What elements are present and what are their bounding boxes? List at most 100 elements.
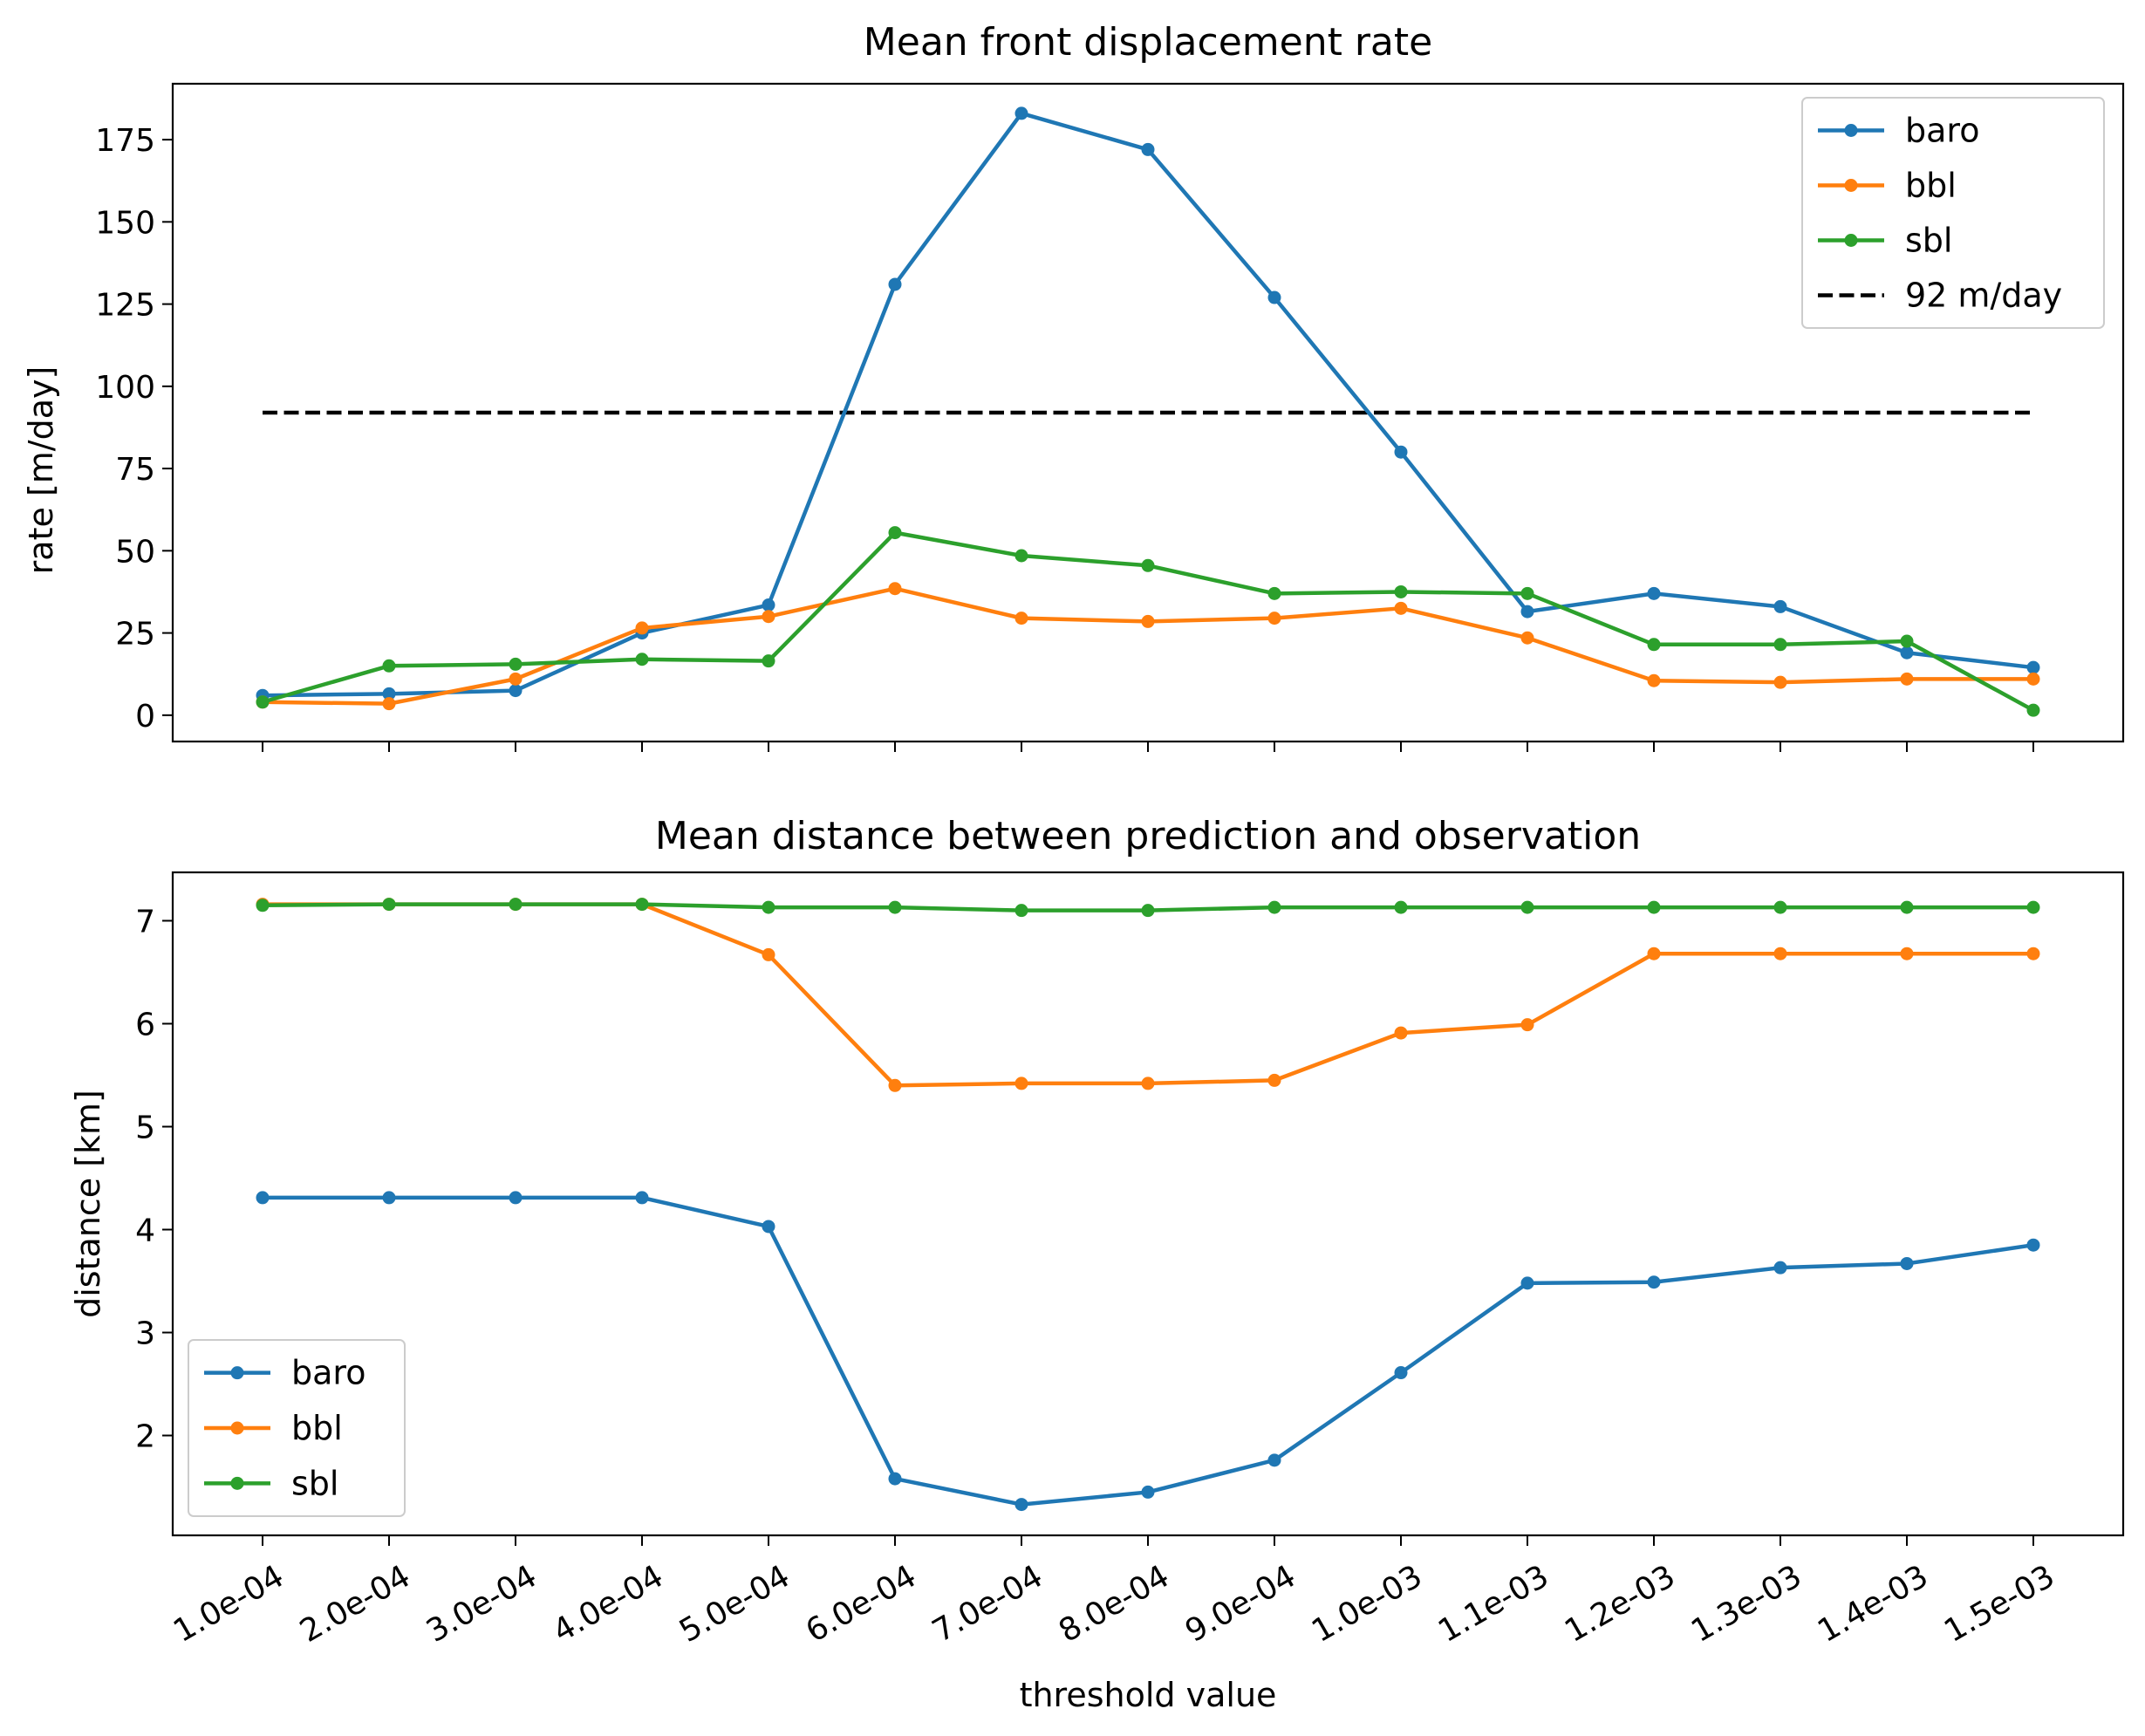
- rate-data-point-sbl: [1647, 638, 1661, 652]
- distance-ytick-label: 5: [135, 1110, 155, 1145]
- distance-data-point-sbl: [1900, 900, 1914, 914]
- distance-data-point-sbl: [509, 898, 523, 912]
- rate-data-point-sbl: [1141, 558, 1155, 572]
- rate-legend: baro bbl sbl 92 m/day: [1801, 97, 2105, 329]
- distance-data-point-sbl: [382, 898, 396, 912]
- rate-legend-label-92-m-day: 92 m/day: [1905, 277, 2062, 315]
- distance-data-point-baro: [256, 1191, 270, 1205]
- distance-data-point-baro: [1014, 1498, 1028, 1512]
- distance-ytick-label: 3: [135, 1316, 155, 1352]
- rate-data-point-bbl: [382, 697, 396, 711]
- rate-data-point-sbl: [256, 695, 270, 709]
- distance-data-point-sbl: [1520, 900, 1534, 914]
- rate-data-point-baro: [1900, 646, 1914, 660]
- distance-data-point-baro: [1141, 1485, 1155, 1499]
- rate-data-point-sbl: [1014, 549, 1028, 563]
- distance-data-point-baro: [1900, 1256, 1914, 1270]
- rate-ticks: 0 25 50 75 100 125 150 175: [95, 123, 2034, 752]
- distance-legend-box: [188, 1339, 406, 1517]
- distance-data-point-sbl: [256, 899, 270, 912]
- distance-data-point-sbl: [1267, 900, 1281, 914]
- distance-data-point-baro: [382, 1191, 396, 1205]
- distance-axes-frame: [171, 871, 2125, 1537]
- rate-data-point-bbl: [1773, 675, 1787, 689]
- rate-data-point-bbl: [1647, 673, 1661, 687]
- rate-data-point-sbl: [2026, 703, 2040, 717]
- rate-data-point-baro: [382, 687, 396, 701]
- rate-data-point-bbl: [1141, 614, 1155, 628]
- rate-legend-marker-baro: [1844, 124, 1858, 137]
- distance-data-point-bbl: [1900, 947, 1914, 960]
- rate-data-point-sbl: [1267, 586, 1281, 600]
- distance-data-point-sbl: [1394, 900, 1408, 914]
- rate-data-point-bbl: [1900, 672, 1914, 686]
- distance-ytick-label: 6: [135, 1007, 155, 1042]
- rate-ytick-label: 50: [115, 534, 155, 570]
- rate-data-point-baro: [1394, 445, 1408, 459]
- rate-data-point-baro: [1773, 599, 1787, 613]
- distance-data-point-baro: [635, 1191, 649, 1205]
- rate-data-point-sbl: [1394, 584, 1408, 598]
- distance-data-point-sbl: [1773, 900, 1787, 914]
- distance-data-point-bbl: [1773, 947, 1787, 960]
- rate-data-point-bbl: [509, 672, 523, 686]
- distance-data-point-sbl: [762, 900, 775, 914]
- distance-legend: baro bbl sbl: [188, 1339, 406, 1517]
- rate-legend-label-bbl: bbl: [1905, 167, 1957, 205]
- rate-data-point-bbl: [762, 610, 775, 624]
- rate-data-point-sbl: [888, 526, 902, 540]
- rate-axes-frame: [171, 82, 2125, 743]
- rate-y-axis-label: rate [m/day]: [22, 366, 60, 575]
- rate-data-point-sbl: [1773, 638, 1787, 652]
- rate-data-point-baro: [2026, 660, 2040, 674]
- rate-legend-label-baro: baro: [1905, 112, 1979, 150]
- rate-data-point-bbl: [635, 621, 649, 635]
- rate-ytick-label: 0: [135, 699, 155, 735]
- rate-ytick-label: 25: [115, 617, 155, 653]
- rate-data-point-baro: [1141, 142, 1155, 156]
- rate-data-point-baro: [509, 684, 523, 698]
- rate-legend-label-sbl: sbl: [1905, 222, 1952, 260]
- distance-legend-marker-bbl: [230, 1421, 244, 1435]
- rate-series-layer: [256, 106, 2040, 717]
- rate-data-point-baro: [762, 598, 775, 612]
- rate-data-point-sbl: [509, 657, 523, 671]
- distance-legend-marker-sbl: [230, 1476, 244, 1490]
- rate-data-point-baro: [1267, 290, 1281, 304]
- distance-data-point-sbl: [2026, 900, 2040, 914]
- distance-data-point-bbl: [888, 1078, 902, 1092]
- rate-data-point-baro: [1520, 605, 1534, 619]
- distance-data-point-bbl: [2026, 947, 2040, 960]
- distance-ytick-label: 2: [135, 1419, 155, 1455]
- distance-data-point-sbl: [1647, 900, 1661, 914]
- rate-ytick-label: 125: [95, 288, 155, 324]
- rate-legend-marker-bbl: [1844, 179, 1858, 192]
- distance-data-point-sbl: [1141, 904, 1155, 918]
- distance-data-point-sbl: [888, 900, 902, 914]
- distance-data-point-bbl: [1394, 1026, 1408, 1040]
- rate-data-point-bbl: [1014, 612, 1028, 625]
- rate-data-point-sbl: [382, 659, 396, 673]
- distance-data-point-bbl: [1520, 1018, 1534, 1032]
- rate-legend-marker-sbl: [1844, 234, 1858, 247]
- distance-y-axis-label: distance [km]: [69, 1090, 107, 1318]
- distance-chart-title: Mean distance between prediction and obs…: [655, 814, 1641, 858]
- distance-data-point-bbl: [1647, 947, 1661, 960]
- distance-data-point-sbl: [1014, 904, 1028, 918]
- rate-panel: Mean front displacement rate rate [m/day…: [22, 20, 2125, 752]
- distance-legend-label-bbl: bbl: [291, 1409, 343, 1447]
- rate-data-point-baro: [888, 277, 902, 291]
- rate-data-point-bbl: [1520, 631, 1534, 645]
- distance-data-point-baro: [762, 1220, 775, 1234]
- distance-data-point-bbl: [1014, 1076, 1028, 1090]
- distance-legend-marker-baro: [230, 1366, 244, 1380]
- distance-data-point-baro: [1773, 1261, 1787, 1275]
- distance-data-point-baro: [509, 1191, 523, 1205]
- distance-ytick-label: 4: [135, 1213, 155, 1249]
- distance-data-point-bbl: [1267, 1073, 1281, 1087]
- rate-ytick-label: 150: [95, 205, 155, 241]
- rate-data-point-sbl: [1520, 586, 1534, 600]
- distance-legend-label-baro: baro: [291, 1354, 365, 1392]
- rate-data-point-bbl: [888, 582, 902, 596]
